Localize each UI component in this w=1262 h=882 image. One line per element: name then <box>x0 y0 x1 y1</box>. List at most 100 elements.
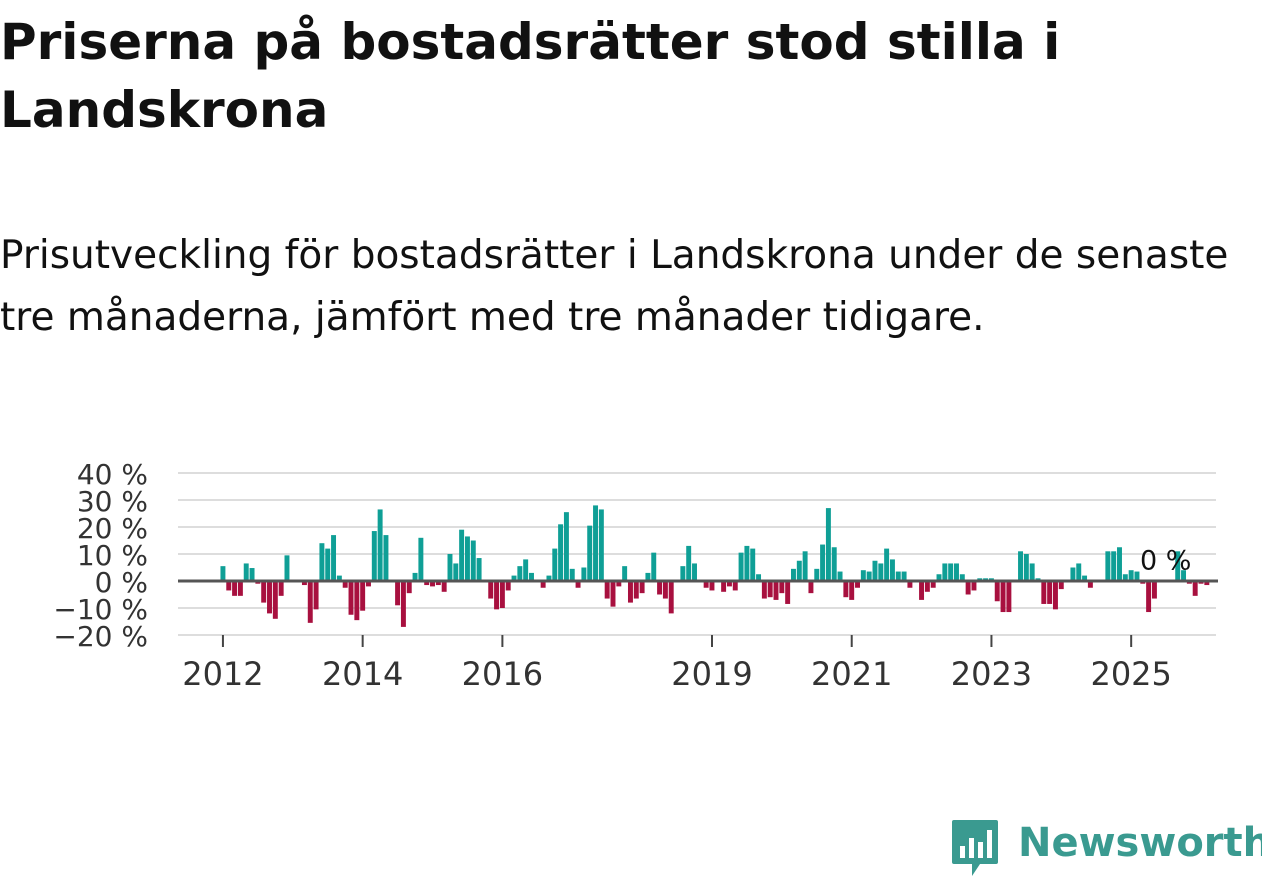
bar <box>1181 570 1187 581</box>
bar <box>488 581 494 599</box>
bar <box>954 563 959 581</box>
bar <box>325 548 331 581</box>
bar <box>1058 581 1064 590</box>
bar <box>232 581 238 596</box>
newsworthy-logo-icon <box>952 820 998 876</box>
bar <box>1018 551 1023 581</box>
bar <box>505 581 511 591</box>
bar <box>686 545 692 581</box>
bar <box>878 563 884 581</box>
bar <box>400 581 406 627</box>
bar <box>1070 567 1076 581</box>
bar <box>371 531 377 581</box>
newsworthy-logo: Newsworthy <box>950 818 1262 878</box>
bar <box>383 535 389 581</box>
bar <box>639 581 645 594</box>
bar <box>511 575 517 581</box>
bar <box>1006 581 1012 613</box>
x-tick-label: 2019 <box>671 655 752 693</box>
bar <box>546 575 552 581</box>
bar <box>924 581 930 592</box>
bar <box>360 581 366 611</box>
bar <box>802 551 808 581</box>
bar <box>942 563 948 581</box>
bar <box>459 529 465 581</box>
bar <box>307 581 313 623</box>
bar <box>1000 581 1006 613</box>
bar <box>377 509 383 581</box>
price-change-bar-chart: 40 %30 %20 %10 %0 %−10 %−20 % 2012 2014 20… <box>53 458 1218 693</box>
bar <box>470 540 476 581</box>
page-title: Priserna på bostadsrätter stod stilla i … <box>0 13 1061 139</box>
bar <box>331 535 337 581</box>
bar <box>895 571 901 581</box>
bar <box>627 581 633 603</box>
bar <box>796 560 802 581</box>
bar <box>738 552 744 581</box>
y-tick-label: 30 % <box>77 485 148 518</box>
bar <box>464 536 470 581</box>
brand-name: Newsworthy <box>1018 820 1262 866</box>
bar <box>313 581 319 610</box>
bar <box>395 581 401 606</box>
bar <box>540 581 546 588</box>
bar <box>855 581 860 588</box>
x-axis: 2012 2014 2016 2019 2021 2023 2025 <box>178 634 1216 693</box>
bar <box>301 581 307 586</box>
x-tick-label: 2025 <box>1090 655 1171 693</box>
bar <box>744 545 750 581</box>
bar <box>825 508 831 581</box>
bar <box>994 581 1000 602</box>
bar <box>523 559 529 581</box>
bar <box>1087 581 1093 588</box>
bar <box>563 512 569 581</box>
bar <box>756 574 762 581</box>
bar <box>243 563 249 581</box>
y-tick-label: 10 % <box>77 539 148 572</box>
bar <box>261 581 267 603</box>
bar <box>1151 581 1157 599</box>
bar <box>237 581 243 596</box>
bar <box>820 544 826 581</box>
bar <box>692 563 697 581</box>
bar <box>552 548 558 581</box>
bar <box>220 566 226 581</box>
bar <box>610 581 616 607</box>
bar <box>808 581 814 594</box>
bar <box>948 563 954 581</box>
bar <box>750 548 756 581</box>
bar <box>791 568 796 581</box>
bar <box>884 548 890 581</box>
bar <box>1146 581 1152 613</box>
bar <box>1192 581 1198 596</box>
bar <box>598 509 604 581</box>
bar <box>1047 581 1053 604</box>
y-tick-label: −20 % <box>53 620 148 653</box>
bar <box>662 581 668 599</box>
bar <box>354 581 360 621</box>
bar <box>767 581 773 598</box>
bar <box>558 524 564 581</box>
bar <box>1122 574 1128 581</box>
bar <box>517 566 523 581</box>
bars <box>220 505 1210 627</box>
x-tick-label: 2023 <box>951 655 1032 693</box>
bar <box>843 581 849 598</box>
bar <box>837 571 843 581</box>
bar <box>849 581 855 600</box>
bar <box>761 581 767 599</box>
bar <box>587 525 593 581</box>
bar <box>709 581 715 591</box>
bar <box>616 581 622 587</box>
last-value-label: 0 % <box>1140 545 1191 576</box>
bar <box>418 537 424 581</box>
page-subtitle: Prisutveckling för bostadsrätter i Lands… <box>0 233 1229 340</box>
bar <box>1029 563 1035 581</box>
bar <box>703 581 709 588</box>
bar <box>1117 547 1122 581</box>
bar <box>866 571 872 581</box>
bar <box>622 566 628 581</box>
bar <box>668 581 674 614</box>
bar <box>657 581 663 595</box>
bar <box>249 568 255 581</box>
